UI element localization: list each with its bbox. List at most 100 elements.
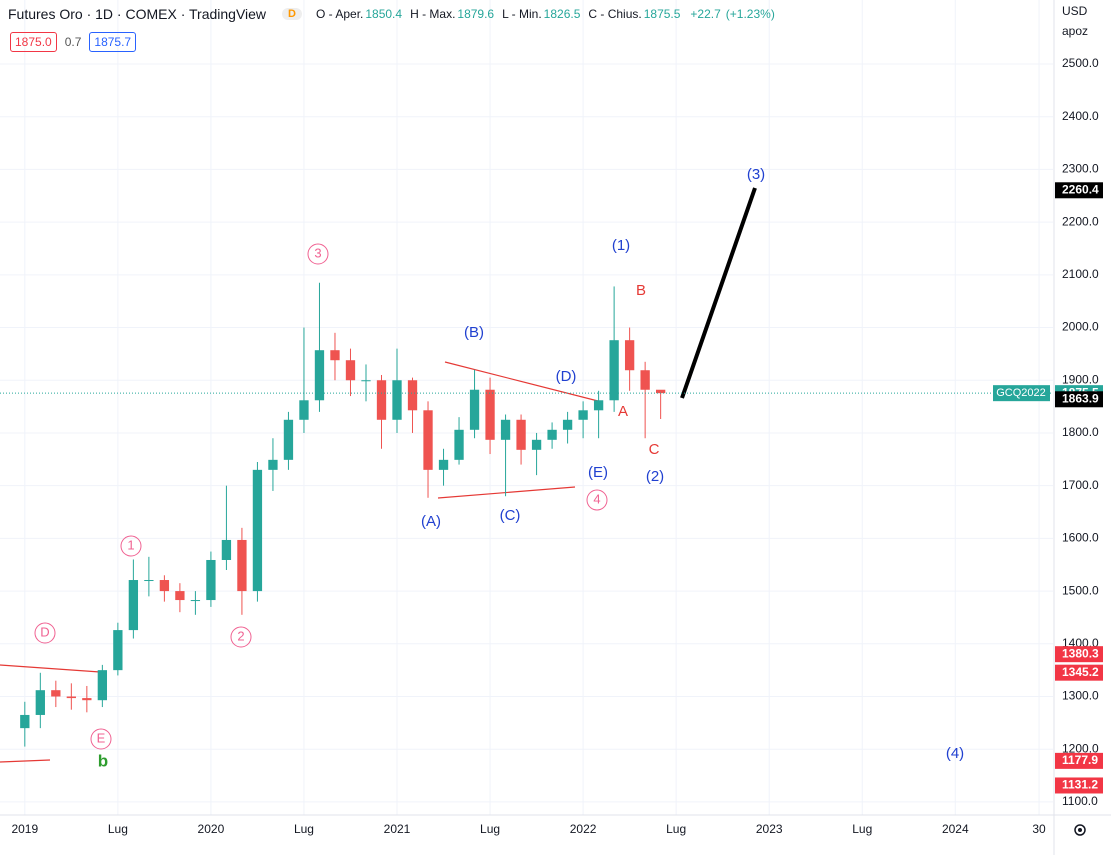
wave-label: (3) bbox=[747, 166, 765, 183]
candle-body bbox=[128, 580, 139, 631]
wave-label: (C) bbox=[500, 507, 521, 524]
wave-circle bbox=[230, 626, 252, 648]
y-tick-label: 1900.0 bbox=[1062, 372, 1099, 386]
candle-body bbox=[97, 670, 108, 701]
settings-icon[interactable] bbox=[1074, 824, 1086, 836]
candle-body bbox=[221, 539, 232, 560]
wave-label: (E) bbox=[588, 464, 608, 481]
y-tick-label: 2100.0 bbox=[1062, 267, 1099, 281]
y-tick-label: 1300.0 bbox=[1062, 689, 1099, 703]
bid-box[interactable]: 1875.0 bbox=[10, 32, 57, 52]
candle-body bbox=[159, 580, 170, 592]
x-tick-label: 2020 bbox=[198, 822, 225, 836]
x-tick-label: Lug bbox=[666, 822, 686, 836]
price-tag-bg bbox=[1055, 646, 1103, 663]
trend-line bbox=[0, 759, 51, 763]
ohlc-label: L - Min. bbox=[502, 7, 542, 21]
header: Futures Oro · 1D · COMEX · TradingView D… bbox=[8, 6, 783, 22]
price-tag: 1177.9 bbox=[1062, 753, 1098, 767]
ask-box[interactable]: 1875.7 bbox=[89, 32, 137, 52]
trend-line bbox=[437, 486, 576, 499]
x-tick-label: 2022 bbox=[570, 822, 597, 836]
wave-label: (1) bbox=[612, 237, 630, 254]
x-tick-label: Lug bbox=[480, 822, 500, 836]
price-tag: 1131.2 bbox=[1062, 778, 1098, 792]
wave-circle bbox=[90, 728, 112, 750]
symbol-title: Futures Oro · 1D · COMEX · TradingView bbox=[8, 6, 267, 22]
candle-body bbox=[407, 380, 418, 411]
y-tick-label: 2300.0 bbox=[1062, 162, 1099, 176]
candle-body bbox=[82, 698, 92, 701]
candle-body bbox=[299, 400, 309, 420]
candle-body bbox=[609, 340, 619, 401]
wave-circle bbox=[586, 489, 608, 511]
candle-body bbox=[268, 459, 278, 470]
price-tag-bg bbox=[1055, 752, 1103, 769]
price-tag: 1863.9 bbox=[1062, 391, 1099, 405]
y-tick-label: 2000.0 bbox=[1062, 320, 1099, 334]
y-tick-label: 2500.0 bbox=[1062, 56, 1099, 70]
candle-body bbox=[655, 389, 666, 394]
interval-badge: D bbox=[282, 8, 302, 20]
candle-body bbox=[547, 429, 557, 440]
y-tick-label: 1200.0 bbox=[1062, 741, 1099, 755]
candle-body bbox=[345, 360, 356, 381]
candle-body bbox=[66, 696, 76, 699]
price-tag-bg bbox=[1055, 777, 1103, 794]
price-tag-bg bbox=[1055, 664, 1103, 681]
x-tick-label: Lug bbox=[294, 822, 314, 836]
wave-label: (B) bbox=[464, 324, 484, 341]
ohlc-value: 1850.4 bbox=[365, 7, 403, 21]
candle-body bbox=[206, 559, 216, 601]
y-tick-label: 1500.0 bbox=[1062, 583, 1099, 597]
x-tick-label: Lug bbox=[852, 822, 872, 836]
candle-body bbox=[624, 340, 635, 371]
trend-line bbox=[444, 361, 599, 402]
wave-label: B bbox=[636, 282, 646, 299]
candle-body bbox=[454, 429, 464, 460]
ohlc-value: 1879.6 bbox=[457, 7, 495, 21]
projection-line bbox=[680, 187, 757, 399]
candle-body bbox=[252, 469, 263, 592]
candle-body bbox=[423, 410, 433, 470]
scale-mode: apoz bbox=[1062, 24, 1088, 38]
trend-line bbox=[0, 664, 101, 673]
price-tag: 1345.2 bbox=[1062, 665, 1099, 679]
change-pct: (+1.23%) bbox=[725, 7, 775, 21]
symbol-tag: GCQ2022 bbox=[996, 387, 1046, 399]
y-tick-label: 2400.0 bbox=[1062, 109, 1099, 123]
wave-label: 1 bbox=[127, 537, 134, 552]
candle-body bbox=[20, 714, 30, 729]
candle-body bbox=[35, 690, 45, 715]
candle-body bbox=[113, 630, 123, 671]
ohlc-label: C - Chius. bbox=[588, 7, 642, 21]
quote-boxes: 1875.0 0.7 1875.7 bbox=[10, 32, 137, 52]
wave-label: 3 bbox=[314, 245, 321, 260]
x-tick-label: 2023 bbox=[756, 822, 783, 836]
candle-body bbox=[144, 580, 154, 582]
candle-body bbox=[314, 350, 325, 401]
candle-body bbox=[51, 690, 61, 697]
ohlc-strip: O - Aper. 1850.4 H - Max. 1879.6 L - Min. 182… bbox=[316, 7, 783, 21]
candle-body bbox=[175, 591, 185, 601]
candle-body bbox=[500, 419, 511, 440]
candle-body bbox=[190, 600, 201, 602]
wave-label: b bbox=[98, 751, 108, 770]
candle-body bbox=[485, 389, 495, 440]
wave-label: 2 bbox=[237, 628, 244, 643]
change: +22.7 bbox=[690, 7, 721, 21]
y-tick-label: 1100.0 bbox=[1062, 794, 1098, 808]
price-tag-bg bbox=[1055, 182, 1103, 199]
candle-body bbox=[593, 400, 604, 411]
wave-label: (4) bbox=[946, 745, 964, 762]
wave-label: C bbox=[649, 441, 660, 458]
x-tick-label: Lug bbox=[108, 822, 128, 836]
ohlc-label: O - Aper. bbox=[316, 7, 364, 21]
y-tick-label: 1600.0 bbox=[1062, 531, 1099, 545]
candle-body bbox=[469, 389, 480, 430]
wave-label: 4 bbox=[593, 491, 600, 506]
candle-body bbox=[361, 380, 371, 382]
candle-body bbox=[283, 419, 294, 460]
